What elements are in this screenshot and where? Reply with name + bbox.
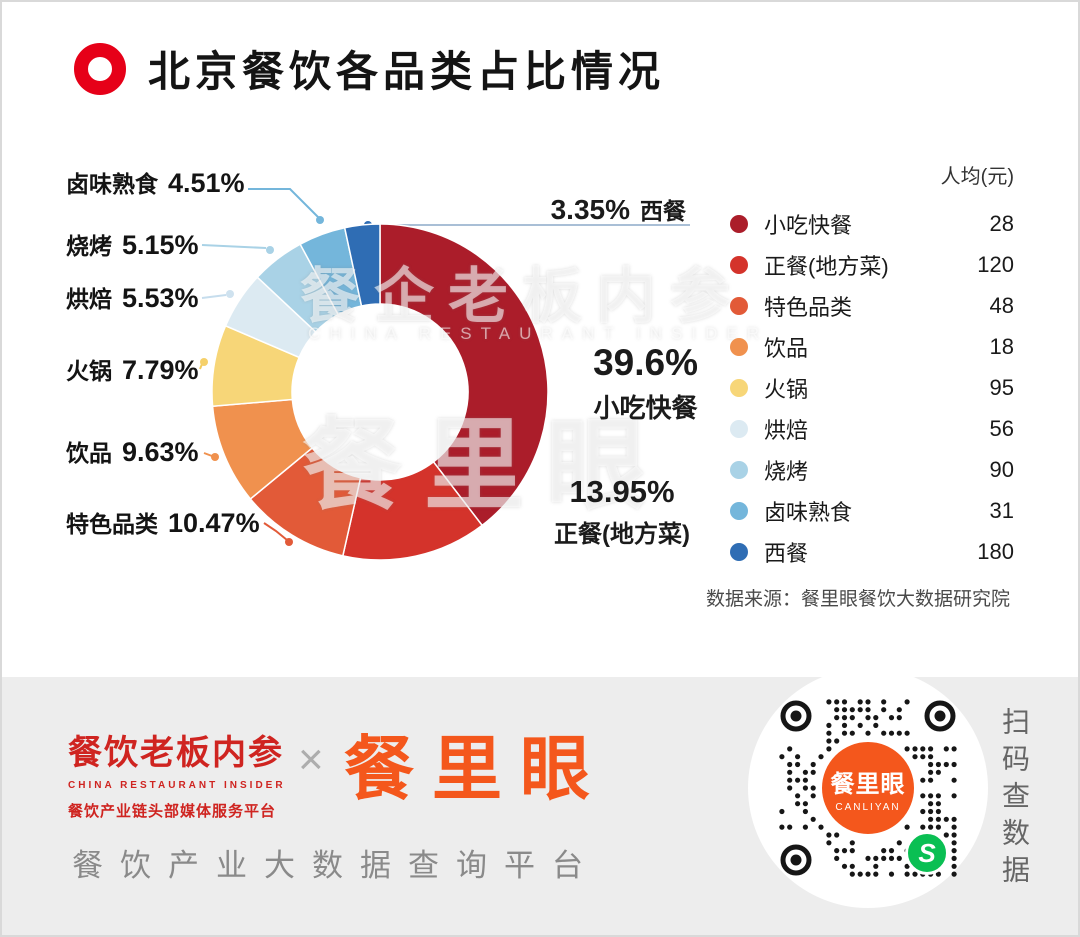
- header: 北京餐饮各品类占比情况: [74, 38, 665, 99]
- category-label-xican: 3.35% 西餐: [550, 194, 686, 225]
- brand1-tagline: 餐饮产业链头部媒体服务平台: [68, 803, 277, 820]
- legend-row: 西餐 180: [730, 531, 1014, 572]
- legend-row: 正餐(地方菜) 120: [730, 244, 1014, 285]
- legend-color-dot: [730, 378, 748, 397]
- qr-pattern: [779, 699, 957, 877]
- legend-label: 火锅: [764, 376, 809, 402]
- donut-slice: [249, 446, 362, 557]
- scan-hint-vertical-text: 扫码查数据: [999, 707, 1030, 892]
- legend-row: 小吃快餐 28: [730, 203, 1014, 244]
- category-label-tese: 特色品类 10.47%: [66, 508, 260, 538]
- legend-label: 特色品类: [764, 294, 853, 320]
- brand-ring-icon: [74, 42, 126, 95]
- donut-slice: [211, 398, 314, 500]
- legend-row: 火锅 95: [730, 367, 1014, 408]
- category-label-shaokao: 烧烤 5.15%: [66, 230, 199, 260]
- brand1-logo: 餐饮老板内参 CHINA RESTAURANT INSIDER 餐饮产业链头部媒…: [68, 725, 286, 821]
- category-label-xiaochi: 39.6% 小吃快餐: [593, 342, 698, 423]
- legend-value: 31: [989, 497, 1014, 523]
- legend-color-dot: [730, 460, 748, 479]
- legend-label: 正餐(地方菜): [764, 253, 889, 279]
- category-label-zhengcan: 13.95% 正餐(地方菜): [554, 474, 690, 548]
- legend-color-dot: [730, 501, 748, 520]
- qr-center-badge: 餐里眼 CANLIYAN: [818, 738, 918, 838]
- legend-label: 饮品: [764, 335, 809, 361]
- legend-color-dot: [730, 255, 748, 274]
- donut-slice: [211, 324, 301, 408]
- watermark-brand-text: 餐企老板内参: [300, 263, 744, 330]
- legend-row: 饮品 18: [730, 326, 1014, 367]
- watermark-brand-subtext: CHINA RESTAURANT INSIDER: [308, 324, 769, 343]
- legend-label: 烧烤: [764, 458, 809, 484]
- legend-row: 卤味熟食 31: [730, 490, 1014, 531]
- legend-color-dot: [730, 214, 748, 233]
- legend-value: 28: [989, 210, 1014, 236]
- legend-row: 烧烤 90: [730, 449, 1014, 490]
- donut-slice: [341, 460, 484, 561]
- legend-color-dot: [730, 296, 748, 315]
- legend-color-dot: [730, 337, 748, 356]
- brand2-logo: 餐里眼: [344, 730, 608, 808]
- legend-row: 烘焙 56: [730, 408, 1014, 449]
- footer: 餐饮老板内参 CHINA RESTAURANT INSIDER 餐饮产业链头部媒…: [2, 668, 1078, 935]
- category-label-luwei: 卤味熟食 4.51%: [66, 168, 245, 198]
- legend-value: 48: [989, 292, 1014, 318]
- category-label-hongbei: 烘焙 5.53%: [66, 283, 199, 313]
- data-source-note: 数据来源：餐里眼餐饮大数据研究院: [705, 589, 1010, 610]
- legend-color-dot: [730, 419, 748, 438]
- brand1-title: 餐饮老板内参: [68, 734, 284, 772]
- legend-value: 180: [977, 538, 1014, 564]
- donut-slice: [379, 223, 549, 527]
- platform-tagline: 餐饮产业大数据查询平台: [72, 848, 600, 883]
- legend-label: 西餐: [764, 540, 809, 566]
- legend-label: 卤味熟食: [764, 499, 853, 525]
- wechat-scan-icon: S: [905, 831, 949, 875]
- page-title: 北京餐饮各品类占比情况: [148, 48, 666, 95]
- legend-value: 120: [977, 251, 1014, 277]
- legend-label: 烘焙: [764, 417, 809, 443]
- legend-label: 小吃快餐: [764, 212, 853, 238]
- donut: [211, 223, 549, 561]
- multiply-sign: ×: [298, 735, 324, 784]
- legend-color-dot: [730, 542, 748, 561]
- legend-value: 90: [989, 456, 1014, 482]
- legend-value: 56: [989, 415, 1014, 441]
- brand1-subtitle: CHINA RESTAURANT INSIDER: [68, 780, 286, 791]
- category-label-huoguo: 火锅 7.79%: [66, 355, 199, 385]
- donut-slice: [343, 223, 381, 307]
- legend-rows: 小吃快餐 28 正餐(地方菜) 120 特色品类 48 饮品 18 火锅 95: [730, 203, 1014, 572]
- legend-row: 特色品类 48: [730, 285, 1014, 326]
- donut-slice: [299, 226, 363, 316]
- category-label-yinpin: 饮品 9.63%: [66, 437, 199, 467]
- donut-slice: [256, 243, 340, 333]
- legend-header: 人均(元): [940, 166, 1014, 188]
- legend-value: 95: [989, 374, 1014, 400]
- donut-slice: [224, 276, 317, 359]
- legend: 人均(元) 小吃快餐 28 正餐(地方菜) 120 特色品类 48 饮品 18 …: [730, 160, 1014, 572]
- legend-value: 18: [989, 333, 1014, 359]
